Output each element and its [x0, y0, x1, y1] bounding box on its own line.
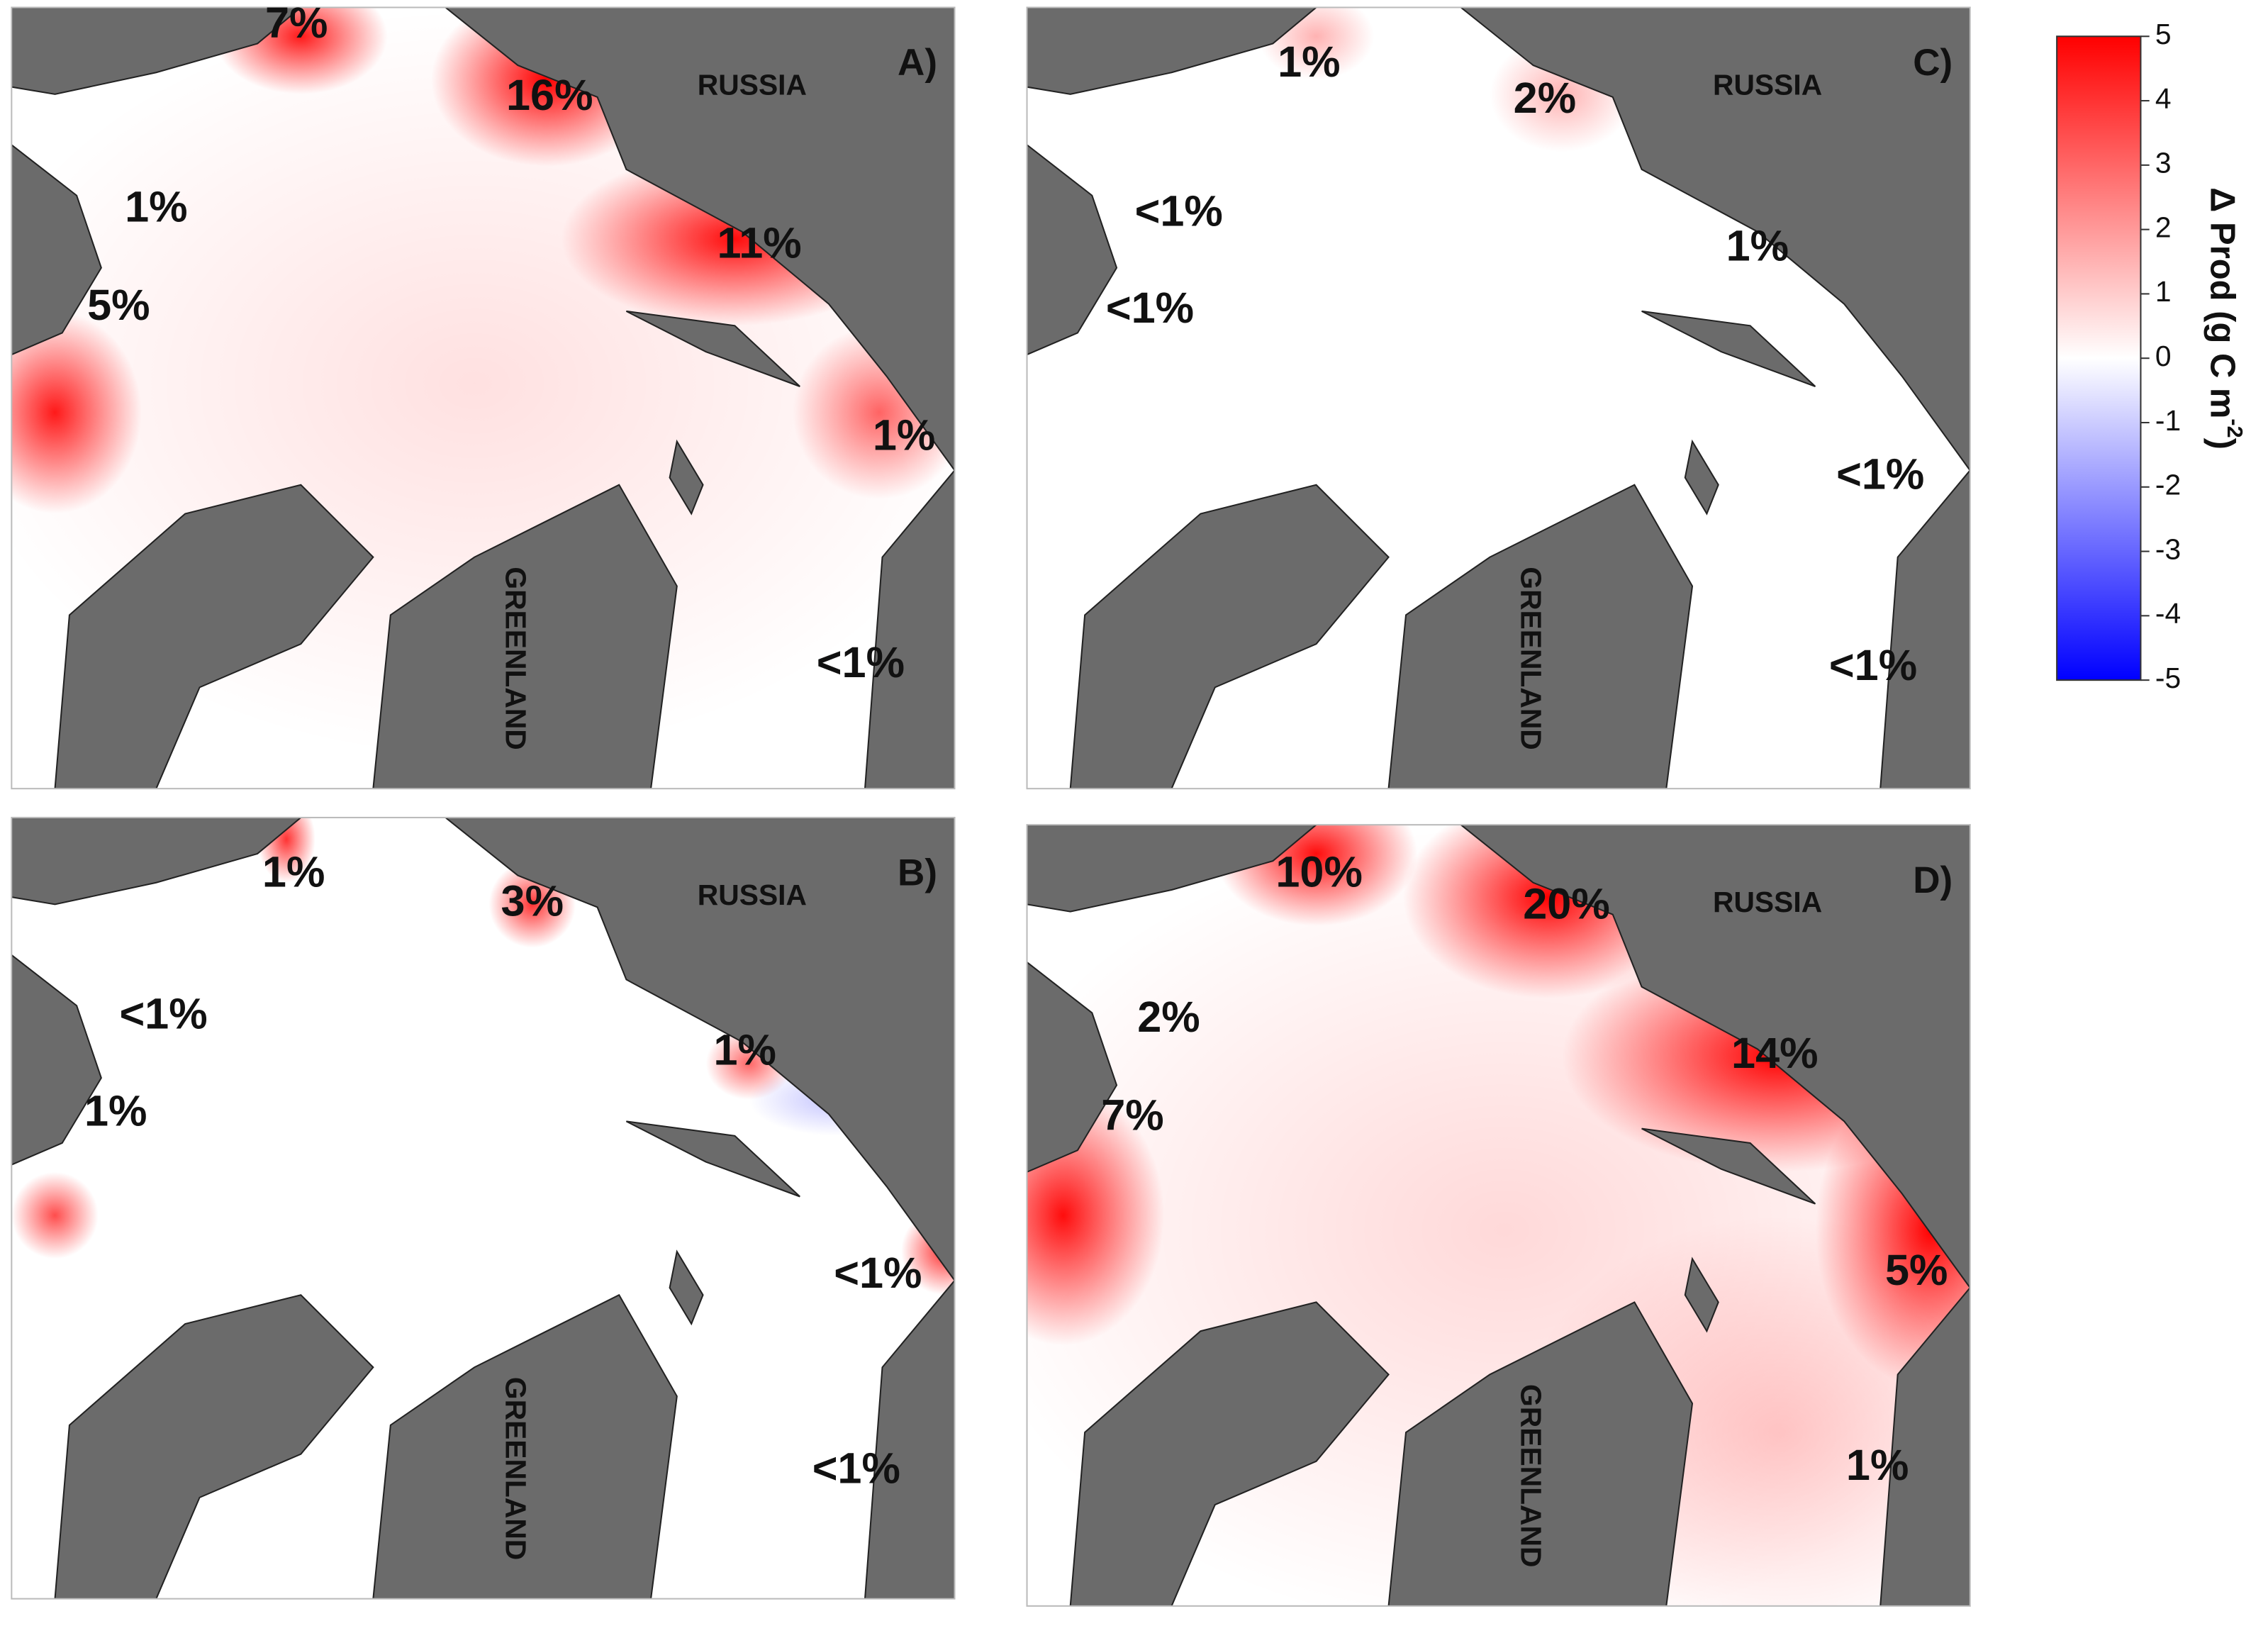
panel-frame [11, 6, 956, 790]
map-area [11, 817, 955, 1599]
panel-letter: B) [898, 852, 937, 894]
production-shading [11, 1171, 99, 1259]
country-label: RUSSIA [1713, 68, 1822, 101]
percent-label: 20% [1523, 880, 1609, 928]
percent-label: 11% [717, 218, 802, 267]
colorbar-scale [2056, 35, 2142, 681]
panel-letter: D) [1913, 859, 1953, 901]
percent-label: 2% [1137, 993, 1200, 1041]
percent-label: <1% [1106, 284, 1194, 332]
colorbar-tick-label: 5 [2155, 18, 2172, 50]
colorbar-tick-label: 0 [2155, 340, 2172, 372]
percent-label: <1% [834, 1249, 922, 1297]
map-area [11, 7, 955, 789]
colorbar-tick-label: -2 [2155, 469, 2181, 501]
map-panel: A) RUSSIA GREENLAND 7% 16% 1% 11% 5% 1% <1% [11, 0, 956, 790]
colorbar-label-text: Δ Prod (g C m [2203, 187, 2242, 418]
percent-label: 1% [125, 182, 187, 230]
country-label: RUSSIA [698, 68, 807, 101]
map-panel: C) RUSSIA GREENLAND 1% 2% <1% 1% <1% <1% <1% [1026, 6, 1971, 790]
panel-frame [11, 816, 956, 1600]
colorbar-tick-label: 2 [2155, 211, 2172, 243]
map-area [1027, 7, 1970, 789]
country-label: GREENLAND [499, 567, 532, 750]
map-area [1027, 825, 1970, 1606]
country-label: RUSSIA [698, 879, 807, 911]
colorbar-tick-label: 1 [2155, 275, 2172, 308]
percent-label: 1% [713, 1026, 776, 1074]
map-panel: D) RUSSIA GREENLAND 10% 20% 2% 14% 7% 5% 1% [1026, 824, 1971, 1607]
percent-label: 1% [262, 848, 325, 896]
percent-label: <1% [817, 638, 905, 686]
percent-label: <1% [1135, 186, 1223, 235]
colorbar-tick-label: 4 [2155, 82, 2172, 115]
percent-label: 1% [84, 1086, 147, 1135]
percent-label: 2% [1514, 74, 1576, 122]
colorbar-tick-label: -1 [2155, 404, 2181, 437]
percent-label: 16% [506, 71, 593, 119]
colorbar-label: Δ Prod (g C m-2) [2203, 187, 2247, 450]
map-panel: B) RUSSIA GREENLAND 1% 3% <1% 1% 1% <1% <1% [11, 816, 956, 1600]
panels: A) RUSSIA GREENLAND 7% 16% 1% 11% 5% 1% <1% B) RUSS… [11, 0, 1971, 1607]
percent-label: 10% [1275, 848, 1362, 896]
panel-letter: C) [1913, 42, 1953, 84]
percent-label: 1% [1278, 38, 1340, 86]
country-label: RUSSIA [1713, 886, 1822, 918]
percent-label: 5% [1885, 1246, 1948, 1294]
percent-label: 1% [1726, 221, 1789, 269]
panel-frame [1026, 6, 1971, 790]
percent-label: 3% [501, 877, 564, 925]
colorbar-label-superscript: -2 [2223, 418, 2247, 438]
percent-label: 7% [265, 0, 328, 47]
colorbar-tick-label: -3 [2155, 533, 2181, 565]
percent-label: 14% [1731, 1029, 1818, 1077]
percent-label: 1% [1846, 1441, 1909, 1489]
percent-label: <1% [119, 990, 207, 1038]
percent-label: 1% [873, 411, 935, 459]
colorbar-label-end: ) [2203, 438, 2242, 450]
percent-label: 5% [87, 281, 150, 329]
country-label: GREENLAND [1515, 567, 1548, 750]
panel-letter: A) [898, 42, 937, 84]
colorbar-tick-label: 3 [2155, 147, 2172, 179]
percent-label: <1% [812, 1444, 900, 1492]
percent-label: 7% [1101, 1091, 1163, 1139]
percent-label: <1% [1836, 450, 1924, 498]
panel-frame [1026, 824, 1971, 1607]
country-label: GREENLAND [499, 1377, 532, 1560]
colorbar-tick-label: -4 [2155, 597, 2181, 630]
percent-label: <1% [1829, 641, 1917, 689]
colorbar-tick-label: -5 [2155, 662, 2181, 694]
country-label: GREENLAND [1515, 1384, 1548, 1567]
